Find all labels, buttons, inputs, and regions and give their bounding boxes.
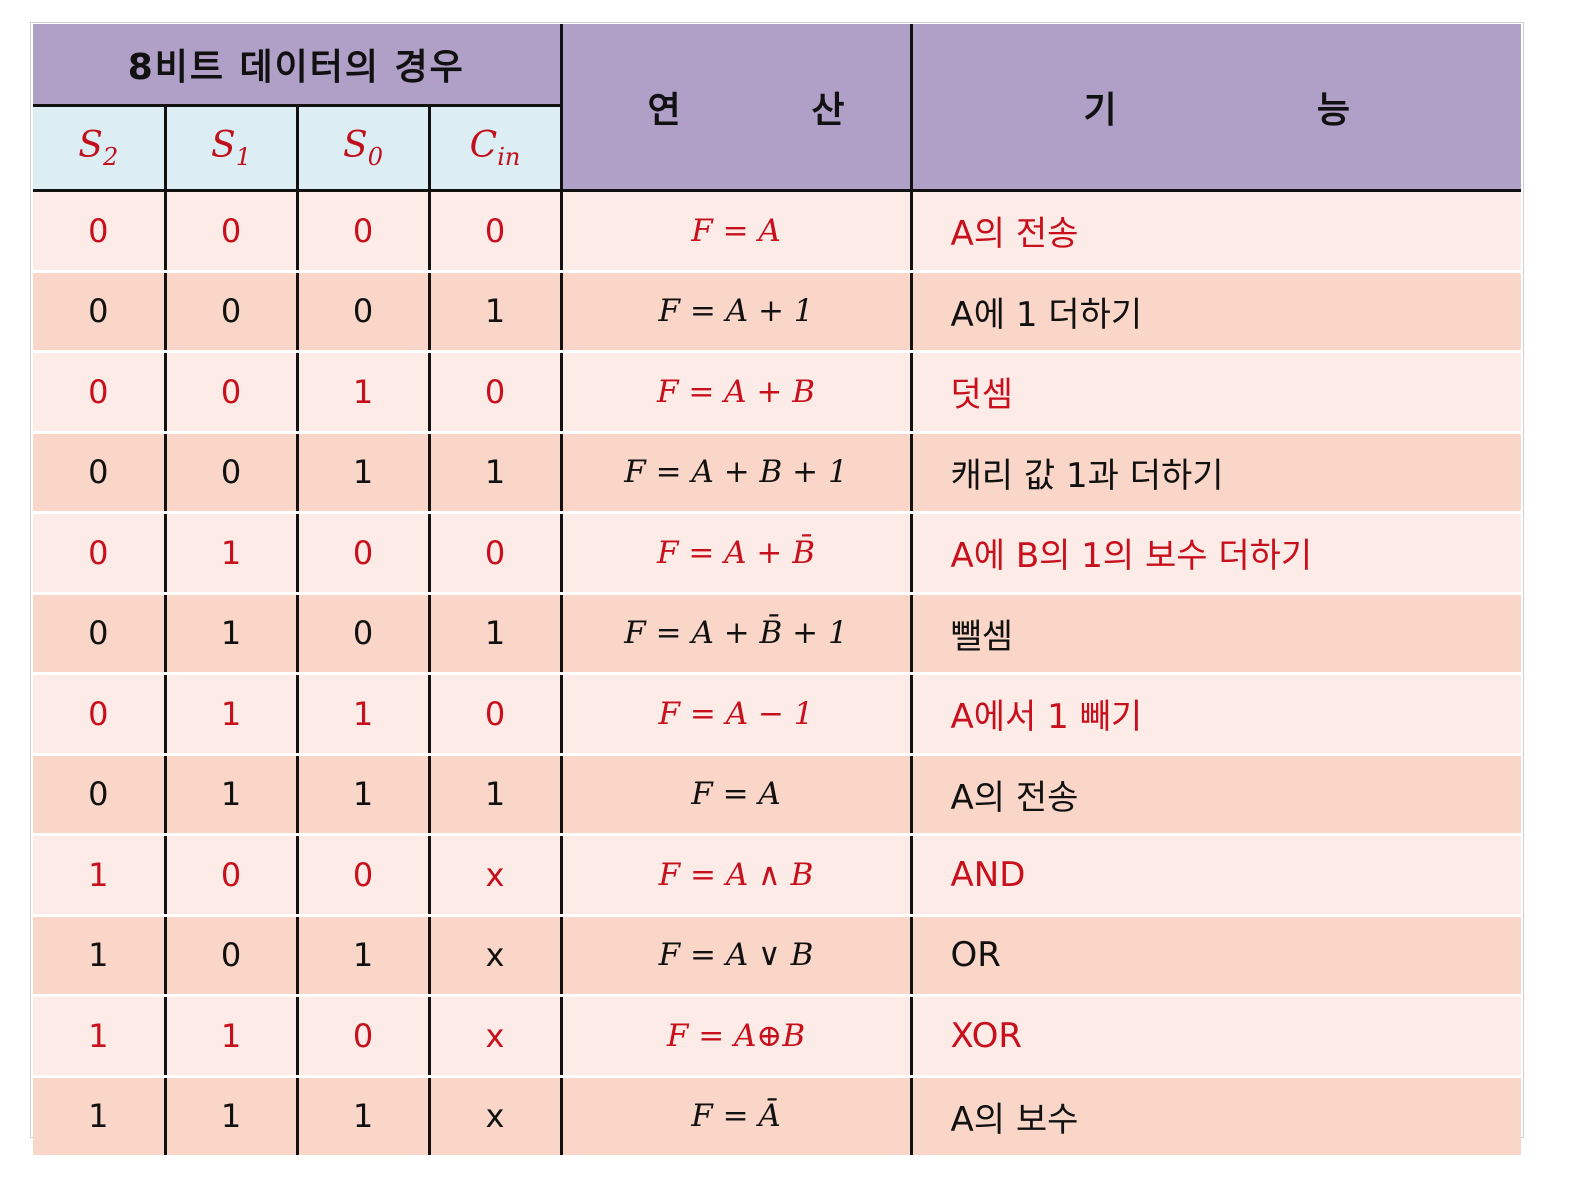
function-cell: 뺄셈 <box>911 593 1522 675</box>
s1-cell: 0 <box>165 351 299 434</box>
s0-cell: 1 <box>297 1076 431 1158</box>
function-header-char-1: 기 <box>1083 89 1117 131</box>
operation-header-char-2: 산 <box>811 89 845 131</box>
function-cell: 덧셈 <box>911 351 1522 434</box>
s2-cell: 0 <box>33 190 167 273</box>
operation-cell: F = A + B̄ <box>561 512 913 595</box>
operation-header: 연 산 <box>561 24 913 192</box>
function-cell: A에서 1 빼기 <box>911 673 1522 756</box>
s1-cell: 1 <box>165 673 299 756</box>
s1-cell: 1 <box>165 1076 299 1158</box>
s0-cell: 1 <box>297 754 431 836</box>
s2-cell: 0 <box>33 351 167 434</box>
s1-header: S1 <box>165 105 299 192</box>
cin-cell: 0 <box>429 190 563 273</box>
s1-cell: 0 <box>165 432 299 514</box>
s2-cell: 0 <box>33 512 167 595</box>
function-cell: XOR <box>911 995 1522 1078</box>
s2-cell: 1 <box>33 915 167 997</box>
s1-cell: 1 <box>165 593 299 675</box>
operation-cell: F = A ∨ B <box>561 915 913 997</box>
s0-header: S0 <box>297 105 431 192</box>
s0-cell: 1 <box>297 915 431 997</box>
cin-cell: x <box>429 915 563 997</box>
s2-cell: 1 <box>33 834 167 917</box>
operation-cell: F = Ā <box>561 1076 913 1158</box>
group-header: 8비트 데이터의 경우 <box>33 24 563 107</box>
operation-cell: F = A + B <box>561 351 913 434</box>
operation-cell: F = A ∧ B <box>561 834 913 917</box>
function-header-char-2: 능 <box>1316 89 1351 131</box>
function-cell: A에 B의 1의 보수 더하기 <box>911 512 1522 595</box>
operation-cell: F = A + B̄ + 1 <box>561 593 913 675</box>
function-cell: A의 전송 <box>911 754 1522 836</box>
operation-cell: F = A <box>561 754 913 836</box>
s1-cell: 0 <box>165 271 299 353</box>
s1-cell: 0 <box>165 190 299 273</box>
s0-cell: 0 <box>297 834 431 917</box>
cin-cell: 1 <box>429 754 563 836</box>
s2-cell: 0 <box>33 754 167 836</box>
s1-cell: 0 <box>165 834 299 917</box>
operation-header-char-1: 연 <box>647 89 681 131</box>
cin-cell: x <box>429 1076 563 1158</box>
function-cell: A의 보수 <box>911 1076 1522 1158</box>
s0-cell: 0 <box>297 512 431 595</box>
s1-cell: 0 <box>165 915 299 997</box>
cin-header: Cin <box>429 105 563 192</box>
operation-cell: F = A + B + 1 <box>561 432 913 514</box>
s2-cell: 0 <box>33 271 167 353</box>
function-cell: 캐리 값 1과 더하기 <box>911 432 1522 514</box>
s1-cell: 1 <box>165 754 299 836</box>
s0-cell: 1 <box>297 673 431 756</box>
s0-cell: 0 <box>297 271 431 353</box>
s2-cell: 0 <box>33 593 167 675</box>
function-header: 기 능 <box>911 24 1522 192</box>
s0-cell: 0 <box>297 593 431 675</box>
operation-cell: F = A + 1 <box>561 271 913 353</box>
cin-cell: 0 <box>429 673 563 756</box>
s1-cell: 1 <box>165 995 299 1078</box>
function-cell: AND <box>911 834 1522 917</box>
s0-cell: 1 <box>297 351 431 434</box>
s0-cell: 1 <box>297 432 431 514</box>
operation-cell: F = A − 1 <box>561 673 913 756</box>
function-cell: A의 전송 <box>911 190 1522 273</box>
s1-cell: 1 <box>165 512 299 595</box>
s2-cell: 1 <box>33 995 167 1078</box>
cin-cell: 0 <box>429 351 563 434</box>
operation-cell: F = A⊕B <box>561 995 913 1078</box>
cin-cell: 0 <box>429 512 563 595</box>
cin-cell: x <box>429 995 563 1078</box>
cin-cell: 1 <box>429 432 563 514</box>
s2-cell: 1 <box>33 1076 167 1158</box>
s0-cell: 0 <box>297 995 431 1078</box>
cin-cell: x <box>429 834 563 917</box>
operation-cell: F = A <box>561 190 913 273</box>
cin-cell: 1 <box>429 271 563 353</box>
s2-cell: 0 <box>33 432 167 514</box>
s2-header: S2 <box>33 105 167 192</box>
s2-cell: 0 <box>33 673 167 756</box>
s0-cell: 0 <box>297 190 431 273</box>
function-cell: OR <box>911 915 1522 997</box>
cin-cell: 1 <box>429 593 563 675</box>
function-cell: A에 1 더하기 <box>911 271 1522 353</box>
